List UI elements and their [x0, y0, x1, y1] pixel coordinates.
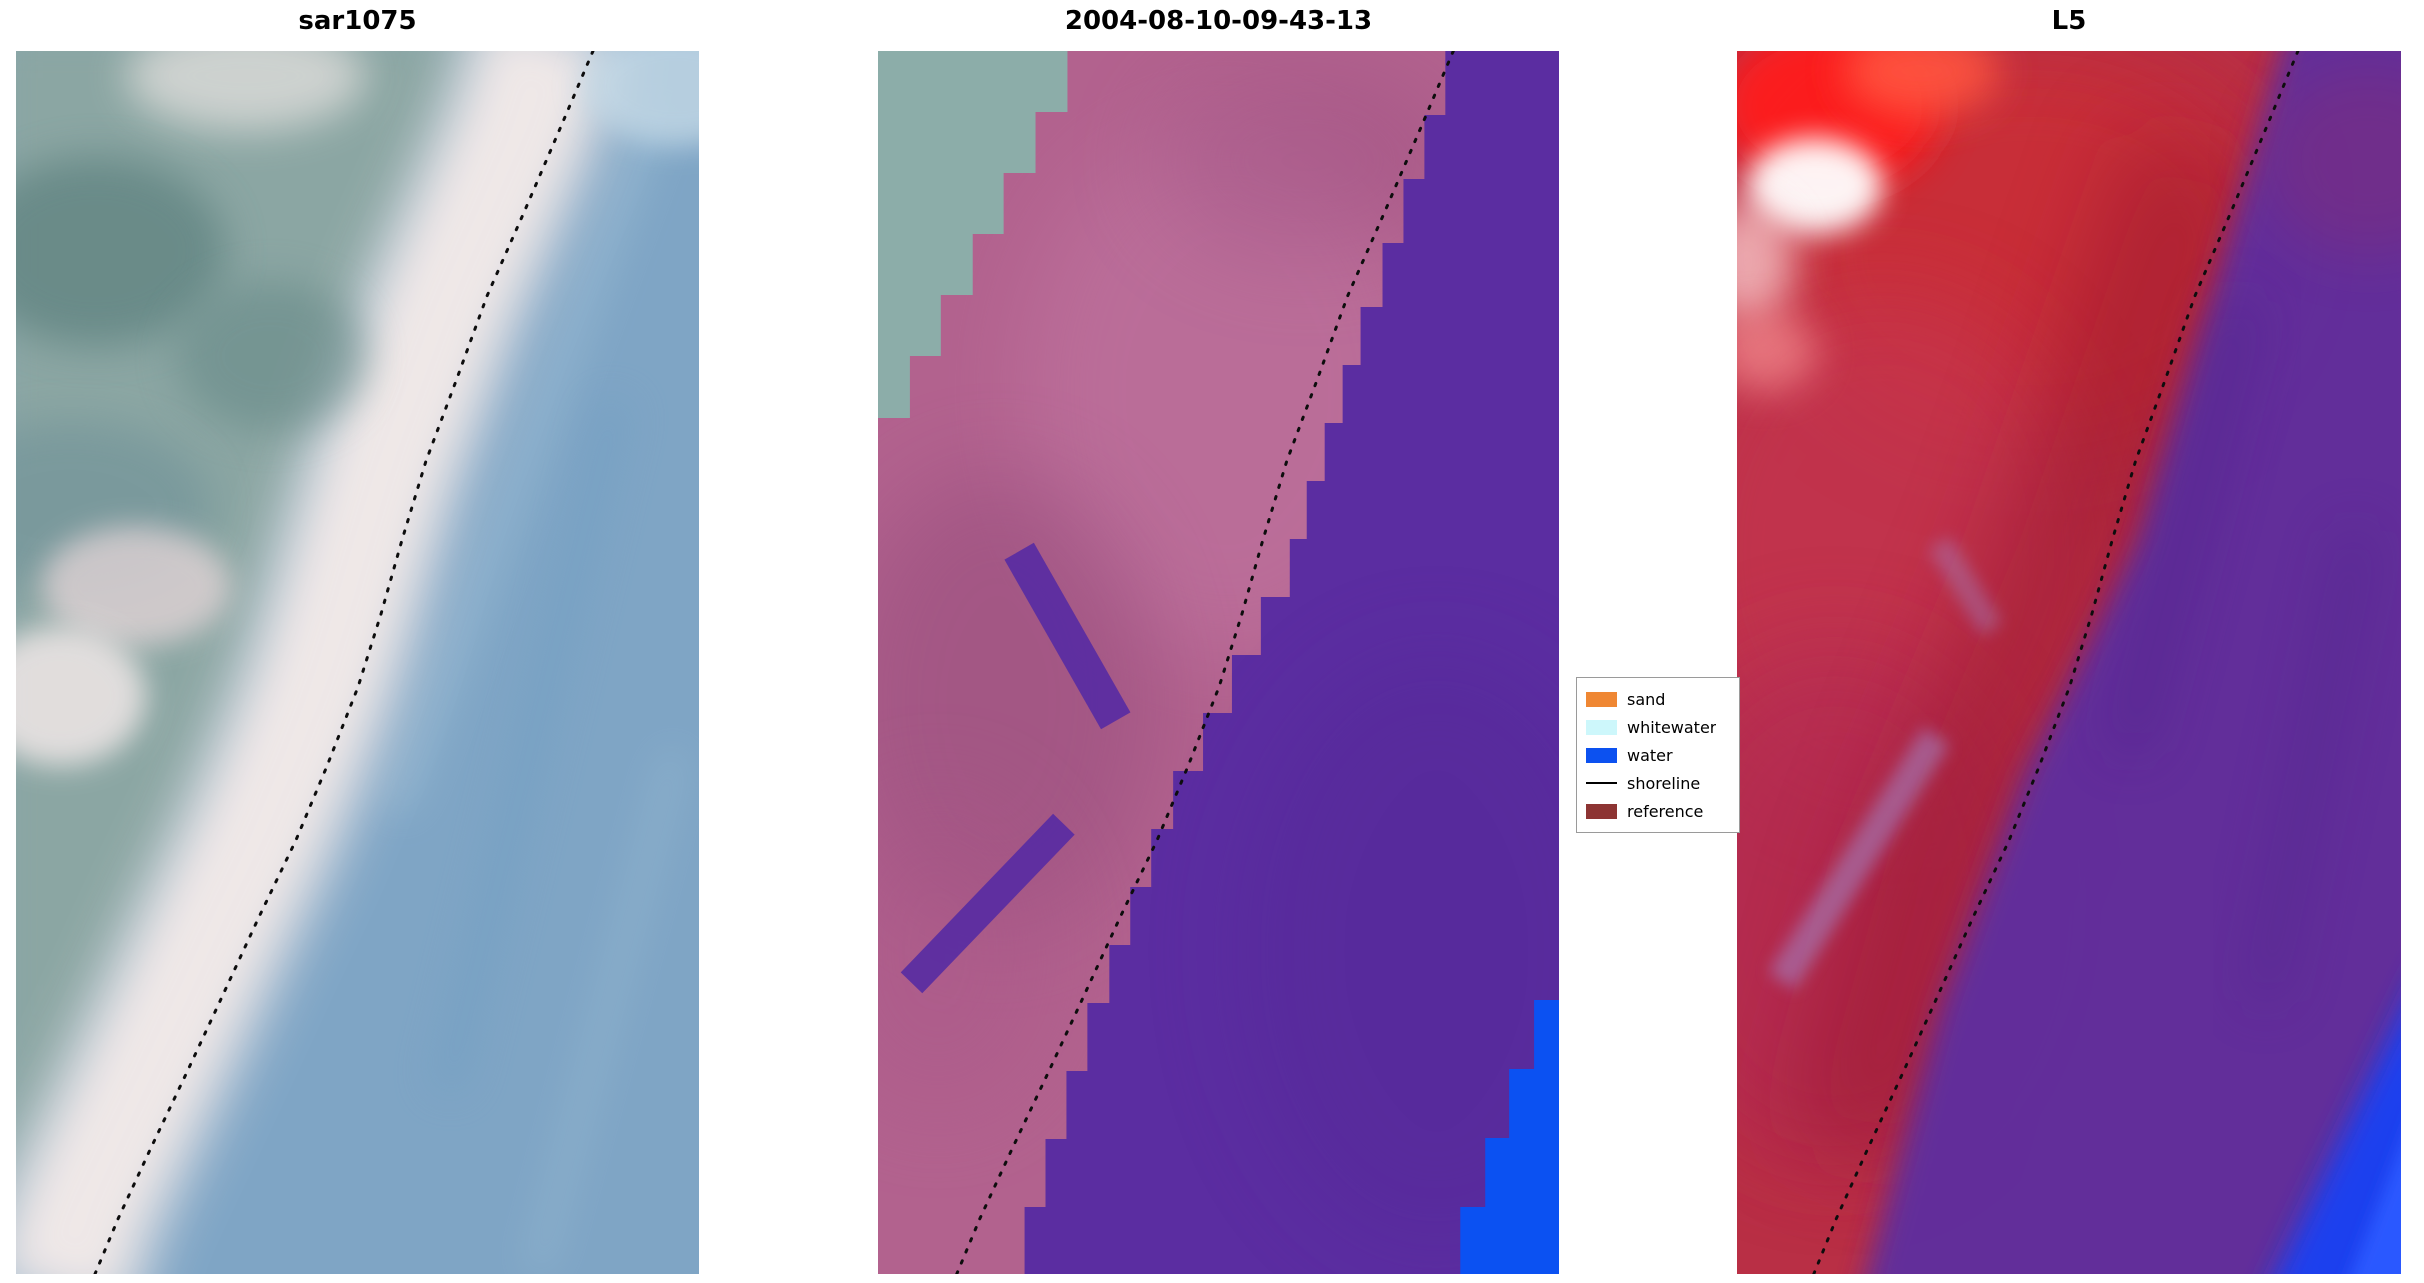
panel-classified: 2004-08-10-09-43-13 — [878, 6, 1559, 1274]
bright-corner-patch — [1737, 51, 2000, 391]
classified-image-svg — [878, 51, 1559, 1274]
legend-item-reference: reference — [1586, 797, 1739, 825]
panel-title-l5: L5 — [2051, 6, 2087, 36]
sar1075-image — [16, 51, 699, 1274]
water-mask-shading — [1237, 651, 1559, 1251]
land-texture-blobs — [16, 51, 699, 766]
l5-image-svg — [1737, 51, 2401, 1274]
legend-item-water: water — [1586, 741, 1739, 769]
reference-swatch — [1586, 803, 1617, 819]
panel-title-classified: 2004-08-10-09-43-13 — [1064, 6, 1373, 36]
legend-label: shoreline — [1627, 773, 1701, 793]
blue-water-patch — [1436, 931, 1559, 1274]
l5-image — [1737, 51, 2401, 1274]
panel-sar1075: sar1075 — [16, 6, 699, 1274]
classified-image — [878, 51, 1559, 1274]
lavender-streaks — [1768, 536, 2003, 990]
legend: sand whitewater water shoreline referenc… — [1576, 677, 1740, 833]
legend-label: sand — [1627, 689, 1666, 709]
legend-label: water — [1627, 745, 1673, 765]
shoreline-line-swatch — [1586, 781, 1617, 785]
legend-label: reference — [1627, 801, 1704, 821]
unmasked-teal-corner — [878, 51, 1068, 418]
panel-l5: L5 — [1737, 6, 2401, 1274]
water-swatch — [1586, 747, 1617, 763]
water-texture — [383, 106, 687, 1274]
inland-water-streaks — [900, 542, 1131, 994]
legend-label: whitewater — [1627, 717, 1717, 737]
whitewater-band — [16, 51, 623, 1274]
legend-item-shoreline: shoreline — [1586, 769, 1739, 797]
whitewater-swatch — [1586, 719, 1617, 735]
panel-title-sar1075: sar1075 — [298, 6, 417, 36]
legend-item-sand: sand — [1586, 685, 1739, 713]
sar1075-image-svg — [16, 51, 699, 1274]
legend-item-whitewater: whitewater — [1586, 713, 1739, 741]
sand-swatch — [1586, 691, 1617, 707]
water-texture — [2107, 66, 2401, 1005]
land-texture — [1737, 51, 2282, 1172]
